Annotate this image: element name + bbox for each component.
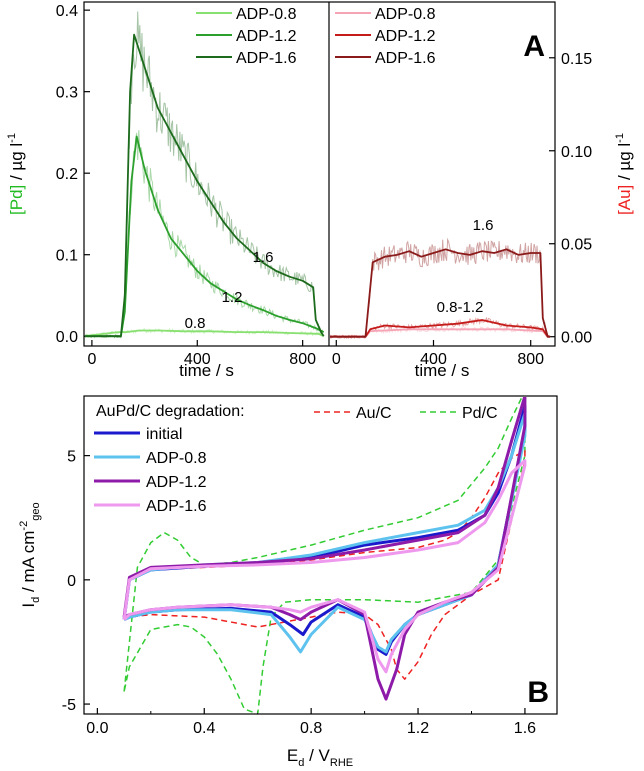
panel-label-a: A (523, 30, 545, 63)
legend-label: ADP-0.8 (375, 6, 436, 23)
y-label-unit: / µg l (615, 143, 634, 185)
x-tick-label: 0.8 (300, 720, 322, 737)
series-line-adp-0-8 (122, 411, 527, 654)
legend-label: initial (146, 426, 182, 443)
y-label-exponent: -1 (614, 133, 626, 143)
y-tick-label: -5 (62, 697, 76, 714)
x-tick-label: 400 (420, 351, 447, 368)
y-tick-label: 0.2 (56, 166, 78, 183)
x-tick-label: 1.2 (407, 720, 429, 737)
x-tick-label: 800 (517, 351, 544, 368)
series-annotation: 0.8 (185, 315, 206, 332)
series-line-adp-1.2 (85, 135, 325, 338)
x-axis-label: Ed / VRHE (287, 746, 353, 769)
x-tick-label: 0 (87, 351, 96, 368)
legend-label: ADP-1.6 (146, 498, 207, 515)
legend-label: ADP-0.8 (146, 450, 207, 467)
series-line-adp-1.2 (330, 319, 551, 338)
x-label-unit-subscript: RHE (330, 757, 353, 769)
y-tick-label: 0.00 (561, 330, 592, 347)
legend-label: Pd/C (462, 405, 498, 422)
panel-label-b: B (527, 676, 549, 709)
y-label-unit: / µg l (7, 143, 26, 185)
plot-area (122, 397, 527, 713)
series-line-initial (122, 404, 527, 656)
y-axis-label: [Pd] / µg l-1 (6, 133, 26, 215)
legend-label: Au/C (356, 405, 392, 422)
y-tick-label: 0.3 (56, 85, 78, 102)
plot-area (85, 11, 325, 339)
series-line-adp-1.6 (85, 33, 325, 338)
legend-label: ADP-1.2 (375, 28, 436, 45)
y-tick-label: 0.1 (56, 248, 78, 265)
series-annotation: 1.2 (222, 289, 243, 306)
legend-label: ADP-1.6 (375, 50, 436, 67)
x-tick-label: 0 (332, 351, 341, 368)
y-tick-label: 0.0 (56, 329, 78, 346)
x-label-unit: / V (304, 746, 330, 765)
x-axis-label: time / s (415, 361, 470, 380)
legend-label: ADP-0.8 (236, 6, 297, 23)
series-line-adp-1-2 (122, 397, 527, 701)
x-axis-label: time / s (179, 361, 234, 380)
x-tick-label: 400 (184, 351, 211, 368)
series-line-pd-c (123, 397, 526, 713)
y-tick-label: 0 (67, 573, 76, 590)
legend-label: ADP-1.2 (236, 28, 297, 45)
y-label-species: [Au] (615, 185, 634, 215)
y-label-exponent: -2 (18, 521, 30, 531)
y-label-species: [Pd] (7, 185, 26, 215)
series-line-adp-1.6 (330, 248, 551, 338)
y-axis-label: [Au] / µg l-1 (614, 133, 634, 215)
y-tick-label: 0.15 (561, 51, 592, 68)
y-tick-label: 5 (67, 449, 76, 466)
series-line-adp-0.8 (85, 329, 325, 338)
panel-a: 0 400 800 time / s 0.0 0.1 0.2 0.3 0.4 [Pd] / µg … (6, 1, 634, 380)
y-label-subscript: d (30, 597, 42, 603)
y-tick-label: 0.05 (561, 237, 592, 254)
panel-a-frame (83, 1, 556, 347)
x-tick-label: 0.0 (86, 720, 108, 737)
legend-label: ADP-1.2 (146, 474, 207, 491)
x-tick-label: 1.6 (514, 720, 536, 737)
series-noise-1 (330, 316, 551, 340)
y-axis-label: Id / mA cm-2geo (18, 502, 42, 607)
plot-area (330, 237, 551, 340)
panel-b-frame (83, 395, 558, 715)
y-label-unit-subscript: geo (30, 502, 42, 520)
y-tick-label: 0.10 (561, 144, 592, 161)
x-label-symbol: E (287, 746, 298, 765)
y-label-exponent: -1 (6, 133, 18, 143)
y-label-symbol: I (19, 603, 38, 608)
y-label-unit: / mA cm (19, 531, 38, 597)
legend-title: AuPd/C degradation: (96, 403, 245, 420)
series-line-adp-1-6 (122, 459, 527, 674)
panel-b: 0.0 0.4 0.8 1.2 1.6 -5 0 5 Ed / VRHE Id / mA cm-2… (18, 395, 558, 769)
legend-label: ADP-1.6 (236, 50, 297, 67)
y-tick-label: 0.4 (56, 3, 78, 20)
series-annotation: 1.6 (473, 217, 494, 234)
x-label-subscript: d (298, 757, 304, 769)
series-annotation: 0.8-1.2 (437, 299, 484, 316)
series-annotation: 1.6 (253, 249, 274, 266)
x-tick-label: 800 (289, 351, 316, 368)
x-tick-label: 0.4 (193, 720, 215, 737)
series-noise-1 (85, 130, 324, 339)
